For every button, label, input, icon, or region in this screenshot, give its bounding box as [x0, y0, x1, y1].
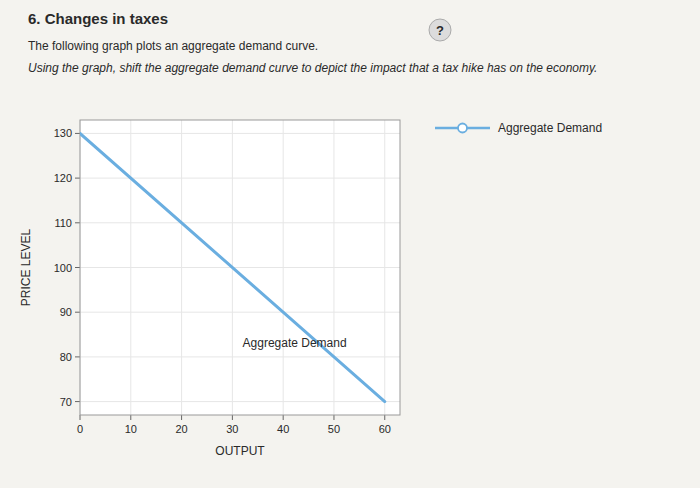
- tick-label: 90: [60, 306, 72, 318]
- x-axis-label: OUTPUT: [215, 444, 265, 458]
- tick-mark: [75, 312, 80, 313]
- grid-line: [80, 222, 400, 223]
- tick-mark: [75, 356, 80, 357]
- tick-mark: [80, 415, 81, 420]
- tick-mark: [75, 133, 80, 134]
- legend-label: Aggregate Demand: [498, 121, 602, 135]
- tick-label: 10: [125, 423, 137, 435]
- grid-line: [80, 178, 400, 179]
- help-button[interactable]: ?: [429, 19, 451, 41]
- tick-mark: [75, 267, 80, 268]
- plot-area: [80, 120, 400, 415]
- line: [80, 133, 385, 401]
- tick-label: 30: [226, 423, 238, 435]
- chart: 6. Changes in taxes The following graph p…: [0, 0, 700, 488]
- tick-mark: [181, 415, 182, 420]
- legend-marker: [458, 124, 467, 133]
- tick-label: 100: [54, 262, 72, 274]
- tick-label: 60: [379, 423, 391, 435]
- tick-label: 50: [328, 423, 340, 435]
- grid-line: [80, 267, 400, 268]
- y-axis-label: PRICE LEVEL: [19, 228, 33, 306]
- legend: Aggregate Demand: [435, 121, 602, 135]
- background: [0, 0, 700, 488]
- tick-label: 110: [54, 217, 72, 229]
- tick-label: 40: [277, 423, 289, 435]
- tick-mark: [75, 401, 80, 402]
- grid-line: [80, 356, 400, 357]
- help-button-circle[interactable]: [429, 19, 451, 41]
- tick-label: 0: [77, 423, 83, 435]
- grid-line: [80, 133, 400, 134]
- tick-mark: [232, 415, 233, 420]
- tick-mark: [75, 222, 80, 223]
- tick-mark: [75, 178, 80, 179]
- subtitle: The following graph plots an aggregate d…: [28, 39, 318, 53]
- grid-line: [80, 312, 400, 313]
- data-area: [80, 133, 385, 401]
- help-button-label[interactable]: ?: [436, 23, 444, 38]
- tick-label: 120: [54, 172, 72, 184]
- tick-label: 80: [60, 351, 72, 363]
- tick-label: 20: [175, 423, 187, 435]
- tick-mark: [130, 415, 131, 420]
- grid-line: [80, 401, 400, 402]
- tick-mark: [384, 415, 385, 420]
- grid: [80, 120, 400, 415]
- tick-label: 70: [60, 396, 72, 408]
- title: 6. Changes in taxes: [28, 10, 168, 27]
- tick-mark: [333, 415, 334, 420]
- subtitle: Using the graph, shift the aggregate dem…: [28, 61, 597, 75]
- axes: 0 10 20 30 40 50 60 70 80 90 100 110 120 130: [54, 120, 400, 435]
- tick-label: 130: [54, 127, 72, 139]
- tick-mark: [283, 415, 284, 420]
- plot-frame: [80, 120, 400, 415]
- annotation: Aggregate Demand: [243, 336, 347, 350]
